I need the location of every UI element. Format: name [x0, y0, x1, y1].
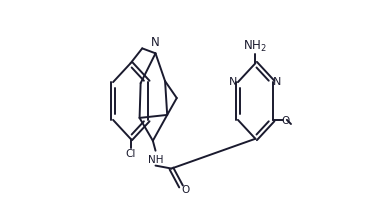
- Text: N: N: [229, 77, 238, 87]
- Text: O: O: [181, 185, 189, 194]
- Text: Cl: Cl: [125, 148, 136, 158]
- Text: NH: NH: [148, 154, 163, 164]
- Text: N: N: [151, 36, 160, 49]
- Text: NH$_2$: NH$_2$: [243, 39, 267, 54]
- Text: N: N: [273, 77, 282, 87]
- Text: O: O: [281, 115, 289, 125]
